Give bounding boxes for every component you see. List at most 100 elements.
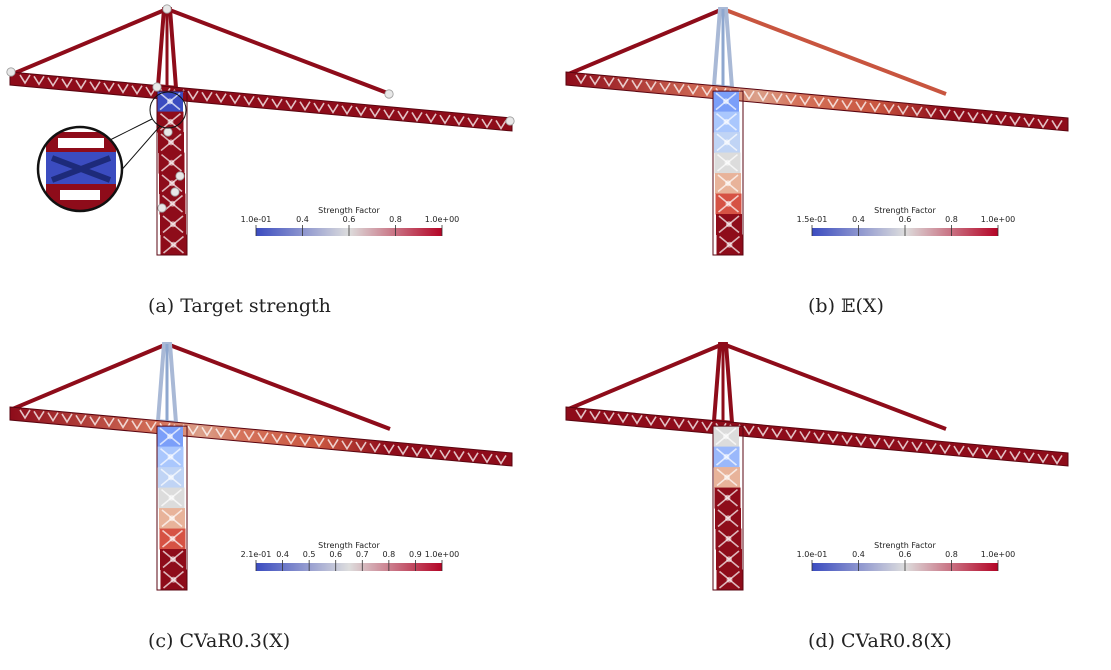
jib-boom <box>9 406 513 467</box>
zoom-connector <box>109 118 153 141</box>
sensor-marker <box>384 89 394 99</box>
tower-node-hole <box>169 535 176 542</box>
sensor-markers <box>6 4 515 213</box>
colorbar-tick-label: 0.4 <box>852 550 865 559</box>
tower-node-hole <box>169 180 175 187</box>
zoom-circle <box>36 125 124 213</box>
colorbar-tick-label: 0.7 <box>356 550 369 559</box>
tower-node-hole <box>168 474 174 481</box>
colorbar-tick-label: 1.0e-01 <box>797 550 828 559</box>
colorbar-tick-label: 0.4 <box>276 550 289 559</box>
mast-apex <box>155 7 179 91</box>
tower-node-hole <box>723 433 729 440</box>
tower-node-hole <box>167 98 173 105</box>
tower-node-hole <box>170 221 176 228</box>
colorbar-tick-label: 0.6 <box>329 550 342 559</box>
tower-node-hole <box>726 576 733 583</box>
sensor-marker <box>175 171 185 181</box>
tower-node-hole <box>170 556 176 563</box>
colorbar-tick-label: 0.4 <box>852 215 865 224</box>
mast-apex <box>711 342 735 426</box>
sensor-marker <box>163 127 173 137</box>
panel-c: Strength Factor 2.1e-01 0.4 0.5 0.6 0.7 0.8 0.9… <box>0 335 555 670</box>
colorbar-tick-label: 1.0e-01 <box>241 215 272 224</box>
tower-node-hole <box>168 139 174 146</box>
tower-outline <box>712 90 744 256</box>
colorbar-tick-label: 1.5e-01 <box>797 215 828 224</box>
colorbar-tick-label: 1.0e+00 <box>981 215 1016 224</box>
colorbar-tick-label: 0.9 <box>409 550 422 559</box>
tower-outline <box>156 90 188 256</box>
colorbar-tick-label: 0.8 <box>382 550 395 559</box>
panel-caption: (a) Target strength <box>148 295 331 317</box>
crane-render: Strength Factor 2.1e-01 0.4 0.5 0.6 0.7 0.8 0.9… <box>9 342 513 591</box>
colorbar-tick-label: 0.5 <box>303 550 316 559</box>
front-pendant-line <box>722 7 947 96</box>
jib-boom <box>9 71 513 132</box>
tower-mast <box>712 425 744 591</box>
jib-boom <box>565 406 1069 467</box>
crane-render: Strength Factor 1.0e-01 0.4 0.6 0.8 1.0e+00 <box>565 342 1069 591</box>
tower-node-hole <box>726 241 733 248</box>
tower-node-hole <box>167 118 174 125</box>
colorbar-tick-label: 0.6 <box>343 215 356 224</box>
tower-node-hole <box>170 576 177 583</box>
tower-node-hole <box>168 494 175 501</box>
colorbar-title: Strength Factor <box>874 206 936 215</box>
jib-boom <box>565 71 1069 132</box>
tower-node-hole <box>168 159 175 166</box>
colorbar-tick-label: 1.0e+00 <box>425 215 460 224</box>
colorbar-tick-label: 1.0e+00 <box>425 550 460 559</box>
tower-node-hole <box>725 180 731 187</box>
colorbar-tick-label: 0.4 <box>296 215 309 224</box>
tower-mast <box>712 90 744 256</box>
panel-b: Strength Factor 1.5e-01 0.4 0.6 0.8 1.0e+00 (… <box>556 0 1111 335</box>
colorbar-tick-label: 1.0e+00 <box>981 550 1016 559</box>
tower-node-hole <box>726 221 732 228</box>
sensor-marker <box>152 82 162 92</box>
tower-node-hole <box>723 98 729 105</box>
colorbar-title: Strength Factor <box>318 206 380 215</box>
sensor-marker <box>170 187 180 197</box>
back-pendant-line <box>11 7 168 77</box>
colorbar-tick-label: 0.8 <box>945 550 958 559</box>
mast-apex <box>711 7 735 91</box>
tower-node-hole <box>725 515 731 522</box>
tower-node-hole <box>169 515 175 522</box>
colorbar: Strength Factor 1.5e-01 0.4 0.6 0.8 1.0e+00 <box>797 206 1016 236</box>
tower-node-hole <box>170 241 177 248</box>
tower-node-hole <box>723 453 730 460</box>
colorbar-gradient <box>256 563 442 571</box>
colorbar-tick-label: 0.6 <box>899 550 912 559</box>
sensor-marker <box>505 116 515 126</box>
panel-caption: (b) 𝔼(X) <box>808 295 884 317</box>
colorbar: Strength Factor 2.1e-01 0.4 0.5 0.6 0.7 0.8 0.9… <box>241 541 460 571</box>
front-pendant-line <box>722 342 947 431</box>
tower-outline <box>712 425 744 591</box>
tower-node-hole <box>723 118 730 125</box>
back-pendant-line <box>567 342 724 412</box>
panel-d: Strength Factor 1.0e-01 0.4 0.6 0.8 1.0e+00 (… <box>556 335 1111 670</box>
zoom-source-circle <box>149 91 187 129</box>
colorbar-tick-label: 2.1e-01 <box>241 550 272 559</box>
tower-node-hole <box>724 139 730 146</box>
tower-node-hole <box>726 556 732 563</box>
crane-render: Strength Factor 1.5e-01 0.4 0.6 0.8 1.0e+00 <box>565 7 1069 256</box>
colorbar-title: Strength Factor <box>874 541 936 550</box>
tower-node-hole <box>724 159 731 166</box>
colorbar: Strength Factor 1.0e-01 0.4 0.6 0.8 1.0e+00 <box>797 541 1016 571</box>
colorbar: Strength Factor 1.0e-01 0.4 0.6 0.8 1.0e+00 <box>241 206 460 236</box>
panel-caption: (d) CVaR0.8(X) <box>808 630 952 652</box>
tower-node-hole <box>725 200 732 207</box>
tower-node-hole <box>167 433 173 440</box>
colorbar-title: Strength Factor <box>318 541 380 550</box>
colorbar-tick-label: 0.8 <box>945 215 958 224</box>
colorbar-tick-label: 0.6 <box>899 215 912 224</box>
tower-node-hole <box>724 494 731 501</box>
colorbar-tick-label: 0.8 <box>389 215 402 224</box>
back-pendant-line <box>11 342 168 412</box>
tower-node-hole <box>725 535 732 542</box>
panel-caption: (c) CVaR0.3(X) <box>148 630 291 652</box>
tower-mast <box>156 425 188 591</box>
sensor-marker <box>6 67 16 77</box>
